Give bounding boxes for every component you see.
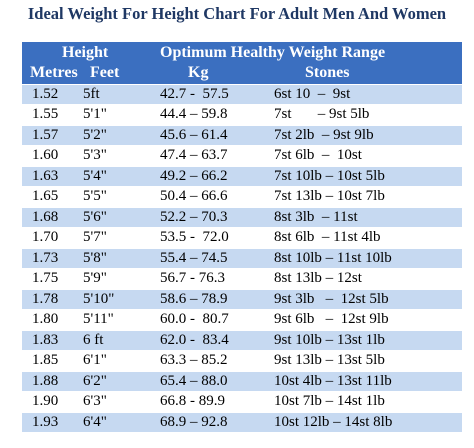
table-cell: 53.5 - 72.0 [160,229,229,246]
table-cell: 65.4 – 88.0 [160,372,228,389]
table-cell: 1.52 [32,86,59,102]
table-row [22,329,462,351]
table-row [22,145,462,166]
table-cell: 66.8 - 89.9 [160,393,225,410]
table-cell: 5'8" [83,249,107,266]
header-cell: Metres [30,64,78,81]
table-cell: 7st 10lb – 10st 5lb [274,167,385,184]
table-cell: 6'1" [83,352,107,369]
table-cell: 1.83 [32,331,59,348]
table-cell: 52.2 – 70.3 [160,208,228,225]
table-row [22,309,462,330]
title: Ideal Weight For Height Chart For Adult … [27,4,447,23]
table-row [22,350,462,371]
table-row [22,288,462,310]
table-cell: 47.4 – 63.7 [160,147,228,164]
table-cell: 9st 3lb – 12st 5lb [274,290,389,307]
table-cell: 10st 12lb – 14st 8lb [274,413,393,430]
table-cell: 5'7" [83,229,107,246]
table-cell: 1.90 [32,393,59,410]
header-cell: Feet [90,64,120,81]
table-row [22,227,462,248]
table-cell: 5'2" [83,126,107,143]
table-cell: 7st 6lb – 10st [274,147,362,164]
table-cell: 10st 7lb – 14st 1lb [274,393,385,410]
table-cell: 1.85 [32,352,59,369]
table-cell: 6'3" [83,393,107,410]
header-cell: Kg [188,64,209,81]
header-band [22,42,462,84]
table-cell: 10st 4lb – 13st 11lb [274,372,392,389]
table-cell: 1.78 [32,290,59,307]
table-cell: 45.6 – 61.4 [160,126,228,143]
table-cell: 58.6 – 78.9 [160,290,228,307]
table-cell: 68.9 – 92.8 [160,413,228,430]
table-row [22,370,462,392]
table-cell: 55.4 – 74.5 [160,249,228,266]
table-cell: 8st 3lb – 11st [274,208,358,225]
header-cell: Stones [305,64,350,81]
table-cell: 1.65 [32,188,59,205]
table-row [22,165,462,187]
table-cell: 8st 10lb – 11st 10lb [274,249,392,266]
table-cell: 8st 13lb – 12st [274,270,362,287]
table-cell: 6st 10 – 9st [274,86,351,102]
table-cell: 1.57 [32,126,59,143]
table-cell: 5'10" [83,290,115,307]
table-cell: 49.2 – 66.2 [160,167,228,184]
table-row [22,391,462,412]
table-cell: 9st 6lb – 12st 9lb [274,311,389,328]
table-cell: 1.88 [32,372,59,389]
table-cell: 5ft [83,86,100,102]
table-row [22,84,462,105]
table-cell: 1.70 [32,229,59,246]
table-cell: 42.7 - 57.5 [160,86,229,102]
table-cell: 62.0 - 83.4 [160,331,229,348]
table-row [22,124,462,146]
table-cell: 1.55 [32,106,59,123]
table-cell: 6'2" [83,372,107,389]
table-row [22,186,462,207]
table-cell: 5'6" [83,208,107,225]
table-cell: 9st 13lb – 13st 5lb [274,352,385,369]
header-cell: Optimum Healthy Weight Range [160,44,386,61]
table-cell: 5'3" [83,147,107,164]
table-cell: 6'4" [83,413,107,430]
table-cell: 56.7 - 76.3 [160,270,225,287]
table-cell: 5'4" [83,167,107,184]
table-cell: 1.75 [32,270,59,287]
table-cell: 5'9" [83,270,107,287]
table-cell: 6 ft [83,331,104,348]
table-cell: 5'5" [83,188,107,205]
table-cell: 5'1" [83,106,107,123]
table-cell: 7st 2lb – 9st 9lb [274,126,374,143]
table-cell: 7st 13lb – 10st 7lb [274,188,385,205]
table-cell: 8st 6lb – 11st 4lb [274,229,381,246]
table-cell: 50.4 – 66.6 [160,188,228,205]
table-cell: 9st 10lb – 13st 1lb [274,331,385,348]
table-row [22,247,462,269]
table-cell: 44.4 – 59.8 [160,106,228,123]
table-row [22,411,462,432]
table-cell: 1.68 [32,208,59,225]
table-row [22,104,462,125]
table-cell: 1.63 [32,167,59,184]
table-cell: 1.60 [32,147,59,164]
table-cell: 5'11" [83,311,114,328]
table-cell: 7st – 9st 5lb [274,106,370,123]
table-cell: 60.0 - 80.7 [160,311,229,328]
table-cell: 1.80 [32,311,59,328]
table-cell: 1.93 [32,413,59,430]
header-cell: Height [62,44,109,61]
table-row [22,268,462,289]
table-cell: 63.3 – 85.2 [160,352,228,369]
table-row [22,206,462,228]
table-cell: 1.73 [32,249,59,266]
